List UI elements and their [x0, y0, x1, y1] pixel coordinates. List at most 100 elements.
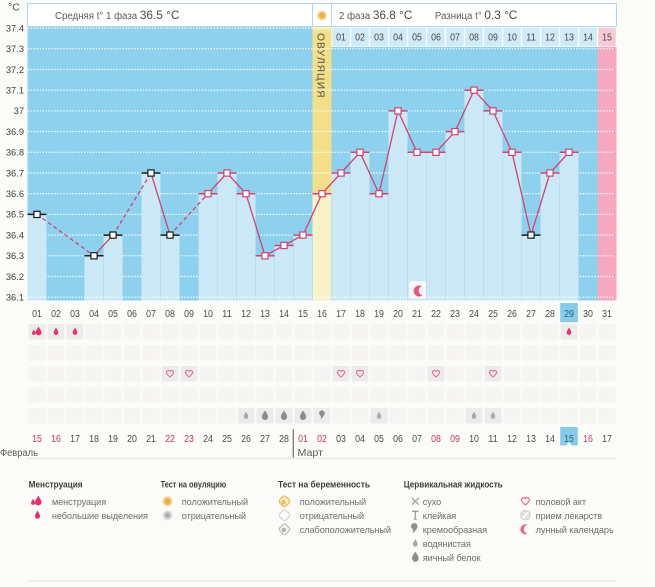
svg-text:08: 08: [469, 33, 479, 44]
svg-text:прием лекарств: прием лекарств: [536, 511, 603, 521]
svg-text:22: 22: [165, 434, 175, 445]
svg-text:10: 10: [203, 309, 213, 320]
svg-text:19: 19: [108, 434, 118, 445]
svg-text:37.2: 37.2: [6, 65, 24, 75]
svg-text:03: 03: [336, 434, 346, 445]
svg-text:19: 19: [374, 309, 384, 320]
svg-text:14: 14: [545, 434, 555, 445]
svg-text:17: 17: [602, 434, 612, 445]
svg-text:положительный: положительный: [182, 497, 248, 507]
svg-text:Тест на овуляцию: Тест на овуляцию: [161, 479, 227, 490]
svg-text:20: 20: [127, 434, 137, 445]
svg-text:03: 03: [374, 33, 384, 44]
svg-text:29: 29: [564, 309, 574, 320]
svg-text:26: 26: [507, 309, 517, 320]
svg-text:15: 15: [564, 434, 574, 445]
svg-text:15: 15: [298, 309, 308, 320]
svg-text:09: 09: [488, 33, 498, 44]
svg-text:08: 08: [431, 434, 441, 445]
svg-text:положительный: положительный: [300, 497, 366, 507]
svg-text:12: 12: [507, 434, 517, 445]
svg-text:10: 10: [507, 33, 517, 44]
svg-text:отрицательный: отрицательный: [300, 511, 364, 521]
svg-text:лунный календарь: лунный календарь: [536, 525, 614, 535]
svg-text:15: 15: [32, 434, 42, 445]
svg-text:23: 23: [184, 434, 194, 445]
svg-text:Средняя t° 1 фаза 36.5 °C: Средняя t° 1 фаза 36.5 °C: [55, 8, 180, 22]
svg-text:половой акт: половой акт: [536, 497, 587, 507]
svg-text:16: 16: [583, 434, 593, 445]
svg-text:01: 01: [32, 309, 42, 320]
svg-text:11: 11: [488, 434, 498, 445]
svg-text:13: 13: [526, 434, 536, 445]
svg-text:18: 18: [355, 309, 365, 320]
svg-text:06: 06: [127, 309, 137, 320]
svg-text:13: 13: [260, 309, 270, 320]
svg-text:Менструация: Менструация: [29, 479, 83, 490]
svg-text:11: 11: [222, 309, 232, 320]
svg-text:05: 05: [108, 309, 118, 320]
svg-text:кремообразная: кремообразная: [423, 525, 487, 535]
svg-text:21: 21: [412, 309, 422, 320]
svg-text:17: 17: [70, 434, 80, 445]
svg-text:27: 27: [526, 309, 536, 320]
svg-text:01: 01: [336, 33, 346, 44]
svg-text:Февраль: Февраль: [0, 448, 38, 459]
svg-text:08: 08: [165, 309, 175, 320]
svg-text:31: 31: [602, 309, 612, 320]
svg-text:12: 12: [545, 33, 555, 44]
svg-text:14: 14: [583, 33, 593, 44]
svg-text:02: 02: [317, 434, 327, 445]
svg-text:25: 25: [488, 309, 498, 320]
svg-text:05: 05: [412, 33, 422, 44]
svg-text:37.1: 37.1: [6, 86, 24, 96]
svg-text:16: 16: [51, 434, 61, 445]
svg-text:06: 06: [431, 33, 441, 44]
svg-text:07: 07: [412, 434, 422, 445]
svg-text:26: 26: [241, 434, 251, 445]
svg-text:22: 22: [431, 309, 441, 320]
svg-text:отрицательный: отрицательный: [182, 511, 246, 521]
svg-text:06: 06: [393, 434, 403, 445]
svg-text:04: 04: [393, 33, 403, 44]
svg-text:37: 37: [14, 106, 24, 116]
svg-text:небольшие выделения: небольшие выделения: [52, 511, 148, 521]
svg-text:36.8: 36.8: [6, 148, 24, 158]
svg-text:01: 01: [298, 434, 308, 445]
svg-text:36.4: 36.4: [6, 230, 24, 240]
svg-text:20: 20: [393, 309, 403, 320]
svg-text:24: 24: [469, 309, 479, 320]
svg-text:Цервикальная жидкость: Цервикальная жидкость: [404, 479, 503, 490]
svg-text:21: 21: [146, 434, 156, 445]
svg-text:ОВУЛЯЦИЯ: ОВУЛЯЦИЯ: [315, 33, 326, 99]
svg-text:04: 04: [355, 434, 365, 445]
svg-text:02: 02: [51, 309, 61, 320]
svg-text:09: 09: [450, 434, 460, 445]
svg-text:03: 03: [70, 309, 80, 320]
svg-text:36.7: 36.7: [6, 168, 24, 178]
svg-text:17: 17: [336, 309, 346, 320]
svg-text:12: 12: [241, 309, 251, 320]
svg-text:30: 30: [583, 309, 593, 320]
svg-text:16: 16: [317, 309, 327, 320]
svg-text:Разница t° 0.3 °C: Разница t° 0.3 °C: [435, 8, 518, 22]
svg-text:09: 09: [184, 309, 194, 320]
svg-text:27: 27: [260, 434, 270, 445]
svg-text:10: 10: [469, 434, 479, 445]
svg-text:36.5: 36.5: [6, 210, 24, 220]
svg-text:менструация: менструация: [52, 497, 106, 507]
svg-text:07: 07: [146, 309, 156, 320]
svg-text:07: 07: [450, 33, 460, 44]
svg-text:02: 02: [355, 33, 365, 44]
svg-text:37.4: 37.4: [6, 23, 24, 33]
svg-text:Тест на беременность: Тест на беременность: [278, 479, 370, 490]
svg-text:36.2: 36.2: [6, 272, 24, 282]
svg-text:клейкая: клейкая: [423, 511, 456, 521]
svg-text:05: 05: [374, 434, 384, 445]
svg-text:°C: °C: [8, 1, 20, 13]
svg-text:яичный белок: яичный белок: [423, 553, 482, 563]
svg-text:28: 28: [279, 434, 289, 445]
svg-text:04: 04: [89, 309, 99, 320]
svg-text:36.9: 36.9: [6, 127, 24, 137]
svg-text:15: 15: [602, 33, 612, 44]
